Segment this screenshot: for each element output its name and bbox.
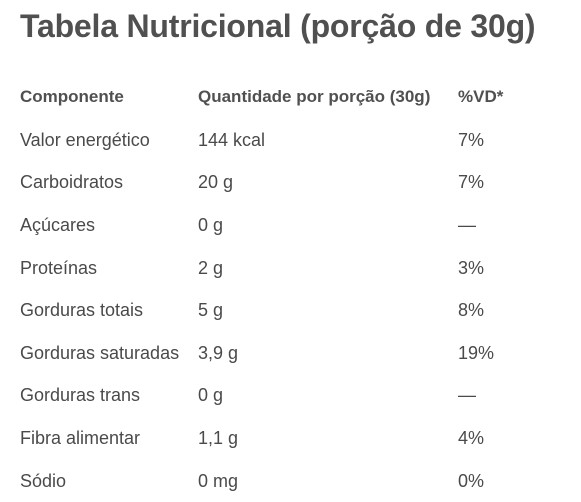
table-row: Fibra alimentar 1,1 g 4% xyxy=(20,417,560,460)
component-cell: Sódio xyxy=(20,470,67,491)
header-amount: Quantidade por porção (30g) xyxy=(198,87,431,106)
table-row: Gorduras totais 5 g 8% xyxy=(20,289,560,332)
amount-cell: 5 g xyxy=(198,300,224,321)
table-row: Proteínas 2 g 3% xyxy=(20,247,560,290)
amount-cell: 0 g xyxy=(198,385,224,406)
component-cell: Gorduras saturadas xyxy=(20,342,180,363)
amount-cell: 20 g xyxy=(198,172,234,193)
amount-cell: 2 g xyxy=(198,257,224,278)
component-cell: Gorduras trans xyxy=(20,385,141,406)
header-daily-value: %VD* xyxy=(458,87,504,106)
component-cell: Carboidratos xyxy=(20,172,124,193)
amount-cell: 1,1 g xyxy=(198,427,239,448)
amount-cell: 0 g xyxy=(198,214,224,235)
component-cell: Fibra alimentar xyxy=(20,427,141,448)
header-component: Componente xyxy=(20,87,124,106)
table-row: Sódio 0 mg 0% xyxy=(20,460,560,502)
daily-value-cell: 4% xyxy=(458,427,485,448)
daily-value-cell: 3% xyxy=(458,257,485,278)
amount-cell: 0 mg xyxy=(198,470,239,491)
table-row: Carboidratos 20 g 7% xyxy=(20,162,560,205)
table-row: Valor energético 144 kcal 7% xyxy=(20,119,560,162)
amount-cell: 144 kcal xyxy=(198,129,266,150)
daily-value-cell: 7% xyxy=(458,172,485,193)
table-row: Gorduras saturadas 3,9 g 19% xyxy=(20,332,560,375)
nutrition-table: Componente Quantidade por porção (30g) %… xyxy=(20,75,560,502)
daily-value-cell: 8% xyxy=(458,300,485,321)
component-cell: Valor energético xyxy=(20,129,150,150)
table-row: Açúcares 0 g — xyxy=(20,204,560,247)
amount-cell: 3,9 g xyxy=(198,342,239,363)
component-cell: Gorduras totais xyxy=(20,300,144,321)
daily-value-cell: 0% xyxy=(458,470,485,491)
table-header-row: Componente Quantidade por porção (30g) %… xyxy=(20,75,560,119)
component-cell: Proteínas xyxy=(20,257,98,278)
daily-value-cell: — xyxy=(458,214,476,235)
daily-value-cell: 7% xyxy=(458,129,485,150)
component-cell: Açúcares xyxy=(20,214,96,235)
daily-value-cell: — xyxy=(458,385,476,406)
page-title: Tabela Nutricional (porção de 30g) xyxy=(20,8,536,44)
table-row: Gorduras trans 0 g — xyxy=(20,375,560,418)
daily-value-cell: 19% xyxy=(458,342,495,363)
